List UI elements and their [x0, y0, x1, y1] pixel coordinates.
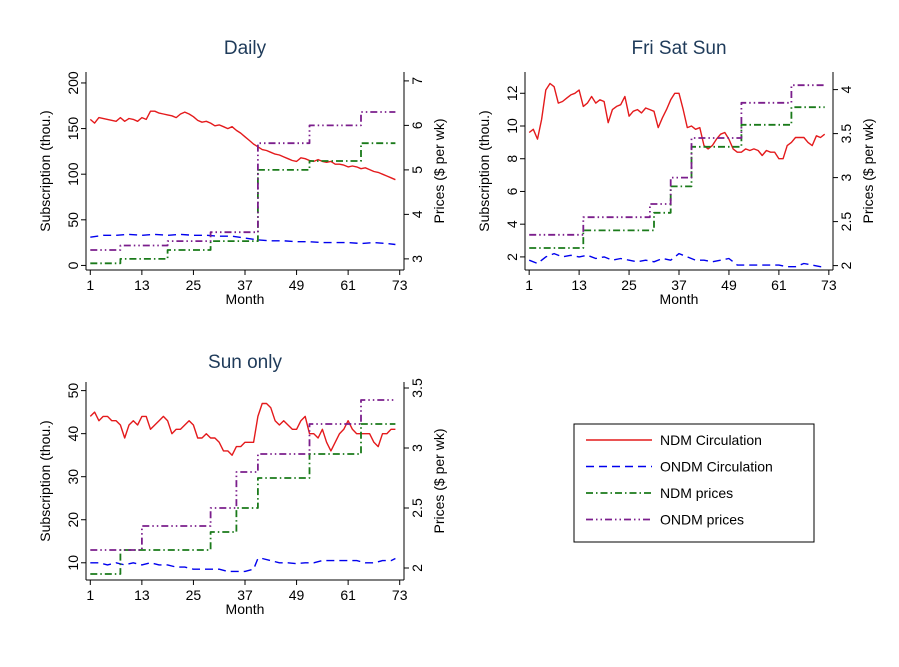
y2-tick-label: 3 [838, 173, 854, 181]
x-tick-label: 37 [671, 277, 687, 293]
y-axis-label: Subscription (thou.) [476, 110, 492, 231]
x-axis-label: Month [226, 601, 265, 617]
chart-title: Daily [224, 38, 267, 59]
y-tick-label: 8 [504, 155, 520, 163]
y-tick-label: 100 [65, 162, 81, 186]
y2-tick-label: 3.5 [838, 124, 854, 144]
y-tick-label: 12 [504, 85, 520, 101]
chart-title: Sun only [208, 352, 282, 373]
x-tick-label: 73 [821, 277, 837, 293]
x-tick-label: 25 [186, 277, 202, 293]
x-tick-label: 25 [621, 277, 637, 293]
x-tick-label: 61 [340, 587, 356, 603]
x-tick-label: 25 [186, 587, 202, 603]
legend-box [573, 423, 815, 543]
x-tick-label: 73 [392, 587, 408, 603]
series-line-ondm-price [529, 84, 825, 236]
series-line-ondm-circ [90, 557, 396, 573]
x-tick-label: 1 [525, 277, 533, 293]
x-tick-label: 13 [134, 587, 150, 603]
x-tick-label: 61 [340, 277, 356, 293]
series-line-ndm-price [529, 106, 825, 249]
y-tick-label: 10 [504, 118, 520, 134]
legend-label: NDM Circulation [660, 432, 762, 448]
series-line-ondm-circ [528, 252, 825, 268]
y2-tick-label: 3 [409, 255, 425, 263]
y-tick-label: 50 [65, 383, 81, 399]
y2-axis-label: Prices ($ per wk) [431, 118, 447, 223]
x-tick-label: 37 [237, 277, 253, 293]
x-tick-label: 73 [392, 277, 408, 293]
x-tick-label: 49 [289, 587, 305, 603]
y-tick-label: 10 [65, 555, 81, 571]
y2-tick-label: 7 [409, 77, 425, 85]
series-line-ondm-price [90, 111, 396, 251]
series-line-ondm-circ [90, 233, 396, 246]
x-axis-label: Month [226, 291, 265, 307]
chart-panel-0: Daily 0 50 100 150 200 3 4 5 6 7 1 13 25 37 49 61 73 Month… [37, 38, 447, 307]
series-line-ndm-price [90, 423, 396, 575]
x-tick-label: 61 [771, 277, 787, 293]
legend: NDM Circulation ONDM Circulation NDM price… [573, 423, 815, 543]
y2-axis-label: Prices ($ per wk) [431, 428, 447, 533]
y-tick-label: 50 [65, 212, 81, 228]
y2-axis-label: Prices ($ per wk) [860, 118, 876, 223]
y-axis-label: Subscription (thou.) [37, 420, 53, 541]
y2-tick-label: 4 [838, 85, 854, 93]
y-tick-label: 150 [65, 117, 81, 141]
series-line-ondm-price [90, 399, 396, 551]
series-line-ndm-circ [89, 402, 396, 456]
y-tick-label: 4 [504, 220, 520, 228]
y-tick-label: 40 [65, 426, 81, 442]
chart-panel-2: Sun only 10 20 30 40 50 2 2.5 3 3.5 1 13 25 37 49 61 73 M… [37, 352, 447, 617]
legend-label: ONDM prices [660, 512, 744, 528]
x-tick-label: 1 [86, 277, 94, 293]
chart-title: Fri Sat Sun [631, 38, 726, 59]
legend-label: ONDM Circulation [660, 459, 773, 475]
x-tick-label: 49 [721, 277, 737, 293]
y2-tick-label: 6 [409, 121, 425, 129]
y-tick-label: 200 [65, 71, 81, 95]
x-tick-label: 49 [289, 277, 305, 293]
y-tick-label: 20 [65, 512, 81, 528]
y2-tick-label: 5 [409, 166, 425, 174]
y2-tick-label: 2 [409, 564, 425, 572]
y2-tick-label: 4 [409, 210, 425, 218]
y-axis-label: Subscription (thou.) [37, 110, 53, 231]
y2-tick-label: 2 [838, 261, 854, 269]
series-line-ndm-circ [89, 110, 396, 181]
x-tick-label: 13 [134, 277, 150, 293]
series-line-ndm-circ [528, 82, 826, 160]
y-tick-label: 6 [504, 187, 520, 195]
y-tick-label: 0 [65, 261, 81, 269]
y2-tick-label: 2.5 [838, 212, 854, 232]
y2-tick-label: 2.5 [409, 498, 425, 518]
y-tick-label: 2 [504, 253, 520, 261]
y-tick-label: 30 [65, 469, 81, 485]
legend-label: NDM prices [660, 485, 733, 501]
x-tick-label: 1 [86, 587, 94, 603]
chart-panel-1: Fri Sat Sun 2 4 6 8 10 12 2 2.5 3 3.5 4 1 13 25 37 49 61 7… [476, 38, 876, 307]
x-tick-label: 13 [571, 277, 587, 293]
y2-tick-label: 3.5 [409, 378, 425, 398]
x-tick-label: 37 [237, 587, 253, 603]
y2-tick-label: 3 [409, 444, 425, 452]
x-axis-label: Month [660, 291, 699, 307]
series-line-ndm-price [90, 142, 396, 265]
